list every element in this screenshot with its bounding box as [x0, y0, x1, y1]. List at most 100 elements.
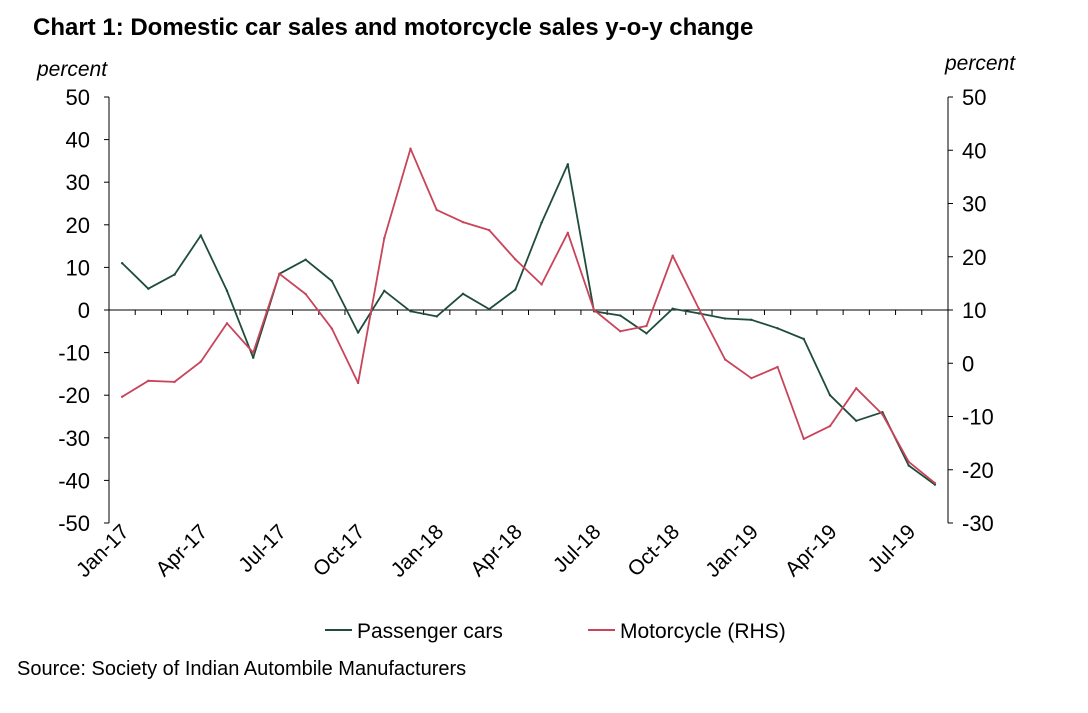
- legend: Passenger cars Motorcycle (RHS): [325, 620, 786, 643]
- motorcycle-point: [487, 228, 491, 232]
- legend-label-passenger-cars: Passenger cars: [357, 620, 503, 643]
- passenger-cars-point: [409, 310, 412, 313]
- motorcycle-point: [933, 481, 937, 485]
- motorcycle-point: [776, 365, 779, 369]
- passenger-cars-point: [645, 332, 648, 335]
- right-tick-label: -20: [962, 458, 994, 483]
- motorcycle-point: [304, 292, 307, 296]
- passenger-cars-point: [540, 221, 543, 224]
- motorcycle-point: [199, 360, 202, 363]
- left-tick-label: 40: [66, 128, 90, 153]
- left-tick-label: 0: [78, 298, 90, 323]
- right-tick-label: 30: [962, 192, 986, 217]
- left-tick-label: -10: [58, 341, 90, 366]
- motorcycle-point: [330, 327, 334, 330]
- motorcycle-point: [828, 424, 832, 428]
- source-note: Source: Society of Indian Autombile Manu…: [17, 658, 467, 680]
- passenger-cars-point: [776, 327, 779, 330]
- motorcycle-point: [881, 413, 884, 416]
- motorcycle-point: [645, 324, 648, 328]
- motorcycle-point: [697, 307, 701, 311]
- x-tick-label: Jan-19: [701, 520, 763, 582]
- motorcycle-point: [147, 379, 150, 383]
- left-tick-label: 10: [66, 255, 90, 280]
- right-tick-label: 10: [962, 298, 986, 323]
- motorcycle-point: [855, 387, 858, 390]
- motorcycle-point: [592, 308, 596, 312]
- chart-title: Chart 1: Domestic car sales and motorcyc…: [33, 14, 754, 41]
- motorcycle-point: [278, 272, 281, 275]
- motorcycle-line: [121, 147, 936, 484]
- motorcycle-point: [225, 322, 229, 325]
- motorcycle-point: [619, 330, 622, 333]
- motorcycle-point: [409, 147, 412, 150]
- x-tick-label: Apr-18: [466, 520, 527, 581]
- passenger-cars-point: [173, 273, 176, 276]
- motorcycle-point: [173, 380, 176, 384]
- x-tick-label: Oct-17: [309, 520, 370, 581]
- right-tick-label: 0: [962, 351, 974, 376]
- passenger-cars-point: [802, 337, 805, 341]
- motorcycle-point: [120, 395, 124, 398]
- passenger-cars-point: [225, 289, 229, 293]
- passenger-cars-point: [750, 318, 753, 321]
- right-tick-label: -10: [962, 405, 994, 430]
- passenger-cars-point: [356, 331, 360, 334]
- motorcycle-point: [566, 231, 570, 234]
- motorcycle-point: [435, 208, 438, 212]
- passenger-cars-point: [252, 356, 255, 359]
- right-tick-label: 40: [962, 138, 986, 163]
- passenger-cars-point: [120, 261, 124, 265]
- x-tick-label: Apr-17: [151, 520, 212, 581]
- left-tick-label: -30: [58, 426, 90, 451]
- passenger-cars-point: [619, 314, 622, 317]
- passenger-cars-point: [855, 419, 858, 422]
- legend-label-motorcycle: Motorcycle (RHS): [620, 620, 786, 643]
- right-tick-label: -30: [962, 511, 994, 536]
- passenger-cars-point: [566, 163, 570, 166]
- passenger-cars-point: [723, 317, 727, 320]
- passenger-cars-point: [514, 288, 517, 291]
- passenger-cars-point: [435, 315, 438, 318]
- motorcycle-point: [252, 351, 255, 354]
- x-tick-label: Jul-19: [863, 520, 920, 577]
- left-axis-label: percent: [36, 58, 108, 81]
- right-axis-label: percent: [944, 52, 1016, 75]
- x-tick-label: Jul-17: [234, 520, 291, 577]
- passenger-cars-point: [487, 307, 491, 311]
- motorcycle-point: [514, 258, 517, 261]
- passenger-cars-point: [907, 464, 910, 467]
- left-tick-label: -50: [58, 511, 90, 536]
- motorcycle-point: [750, 376, 753, 380]
- passenger-cars-point: [697, 312, 701, 315]
- motorcycle-point: [540, 283, 543, 286]
- passenger-cars-point: [304, 258, 307, 261]
- passenger-cars-point: [828, 394, 832, 397]
- passenger-cars-point: [383, 289, 386, 293]
- motorcycle-point: [461, 220, 465, 224]
- right-tick-label: 50: [962, 85, 986, 110]
- x-tick-label: Jul-18: [549, 520, 606, 577]
- passenger-cars-point: [461, 292, 465, 296]
- x-tick-label: Apr-19: [781, 520, 842, 581]
- motorcycle-point: [907, 460, 910, 463]
- motorcycle-point: [356, 381, 360, 385]
- right-tick-label: 20: [962, 245, 986, 270]
- series-lines: [120, 147, 937, 486]
- x-tick-label: Jan-18: [387, 520, 449, 582]
- passenger-cars-line: [121, 163, 936, 486]
- motorcycle-point: [383, 236, 386, 240]
- passenger-cars-point: [330, 279, 334, 283]
- motorcycle-point: [671, 254, 674, 257]
- left-tick-label: -40: [58, 468, 90, 493]
- motorcycle-point: [723, 358, 727, 361]
- passenger-cars-point: [199, 234, 202, 237]
- left-tick-label: 20: [66, 213, 90, 238]
- axes: 50 40 30 20 10 0 -10 -20 -30 -40 -50 50 40 30 20 10 0 -10…: [36, 52, 1016, 582]
- left-tick-label: 30: [66, 170, 90, 195]
- left-tick-label: -20: [58, 383, 90, 408]
- x-tick-label: Oct-18: [623, 520, 684, 581]
- motorcycle-point: [802, 437, 805, 441]
- passenger-cars-point: [147, 287, 150, 290]
